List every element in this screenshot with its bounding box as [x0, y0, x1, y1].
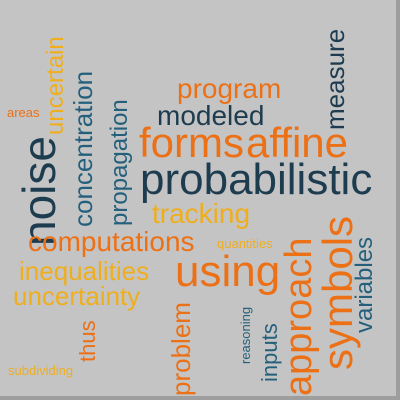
word-probabilistic: probabilistic	[140, 155, 373, 204]
word-tracking: tracking	[152, 198, 251, 229]
word-problem: problem	[166, 302, 196, 396]
word-concentration: concentration	[68, 70, 98, 227]
word-using: using	[175, 247, 281, 296]
word-variables: variables	[351, 236, 378, 333]
word-affine: affine	[246, 119, 348, 166]
word-subdividing: subdividing	[8, 363, 74, 378]
word-reasoning: reasoning	[238, 306, 253, 364]
word-quantities: quantities	[217, 236, 273, 251]
word-thus: thus	[75, 320, 100, 362]
word-uncertainty: uncertainty	[13, 281, 141, 311]
word-measure: measure	[320, 28, 350, 130]
word-approach: approach	[278, 237, 320, 396]
word-uncertain: uncertain	[42, 36, 69, 135]
word-program: program	[177, 73, 282, 104]
word-modeled: modeled	[157, 100, 265, 131]
word-inequalities: inequalities	[19, 256, 150, 286]
word-areas: areas	[7, 105, 40, 120]
word-inputs: inputs	[257, 323, 282, 382]
word-forms: forms	[139, 119, 244, 166]
word-propagation: propagation	[106, 99, 133, 226]
word-computations: computations	[28, 226, 195, 257]
